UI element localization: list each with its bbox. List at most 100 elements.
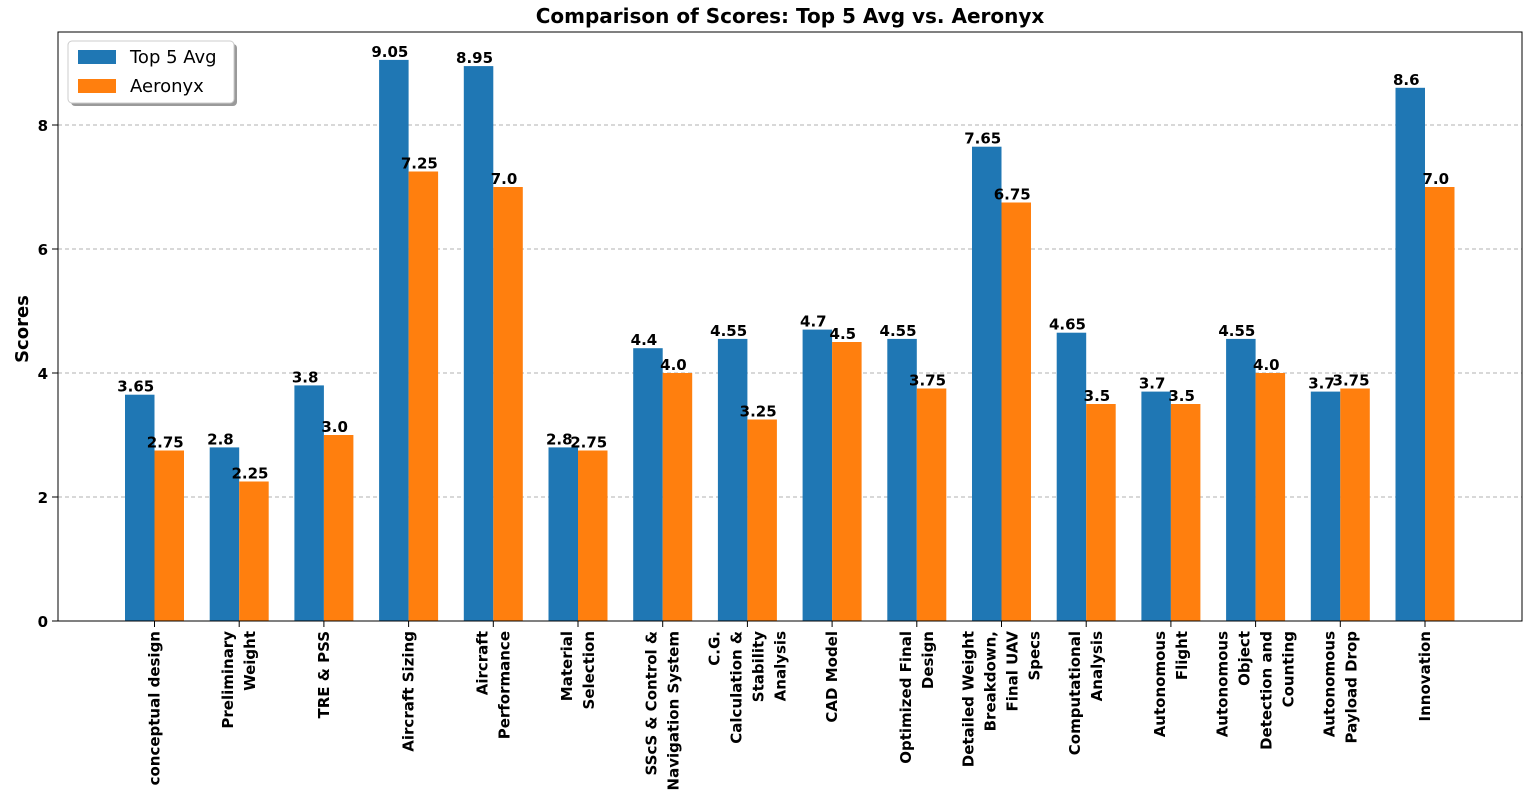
data-label: 2.8 xyxy=(207,430,234,448)
x-tick-label: TRE & PSS xyxy=(315,631,333,718)
data-label: 8.95 xyxy=(456,49,493,67)
x-tick-label: Optimized Final Design xyxy=(897,631,937,764)
data-label: 2.75 xyxy=(147,434,184,452)
bar xyxy=(1395,87,1425,622)
data-label: 6.75 xyxy=(994,186,1031,204)
y-tick-label: 2 xyxy=(38,489,48,507)
x-tick-label-line: Aircraft xyxy=(473,631,491,695)
data-label: 4.0 xyxy=(660,356,687,374)
bar xyxy=(548,447,578,621)
x-tick-label-line: Aircraft Sizing xyxy=(400,631,418,752)
x-tick-label-line: Stability xyxy=(749,631,767,702)
x-tick-label: Aircraft Performance xyxy=(473,631,513,739)
data-label: 2.25 xyxy=(231,465,268,483)
bar xyxy=(662,373,693,621)
y-tick-label: 8 xyxy=(38,117,48,135)
bar xyxy=(1056,332,1087,621)
x-tick-label-line: Counting xyxy=(1280,631,1298,707)
data-label: 3.7 xyxy=(1308,375,1335,393)
x-axis: conceptual design Preliminary Weight TRE & … xyxy=(146,621,1434,790)
data-label: 4.55 xyxy=(880,322,917,340)
bar xyxy=(1226,338,1256,621)
data-label: 3.75 xyxy=(909,372,946,390)
data-label: 3.5 xyxy=(1084,387,1111,405)
legend-label: Aeronyx xyxy=(130,76,204,97)
data-label: 4.7 xyxy=(800,313,827,331)
x-tick-label-line: Material xyxy=(558,631,576,701)
data-label: 3.75 xyxy=(1333,372,1370,390)
bar xyxy=(1086,404,1116,621)
data-label: 9.05 xyxy=(371,43,408,61)
bar xyxy=(1425,187,1455,621)
x-tick-label-line: Flight xyxy=(1173,631,1191,680)
legend-swatch xyxy=(78,50,116,64)
x-tick-label: C.G. Calculation & Stability Analysis xyxy=(705,631,789,744)
legend: Top 5 Avg Aeronyx xyxy=(67,40,237,106)
y-axis-label: Scores xyxy=(12,295,33,363)
bar xyxy=(1141,391,1171,621)
data-label: 4.5 xyxy=(830,325,857,343)
x-tick-label: Autonomous Flight xyxy=(1151,631,1191,737)
data-label: 4.0 xyxy=(1253,356,1280,374)
x-tick-label-line: Preliminary xyxy=(219,631,237,729)
bar xyxy=(1170,404,1201,621)
x-tick-label-line: Breakdown, xyxy=(982,631,1000,731)
plot-area-frame xyxy=(57,31,1523,622)
x-tick-label-line: Calculation & xyxy=(727,631,745,744)
bar xyxy=(463,66,494,622)
bar xyxy=(209,447,240,621)
bar xyxy=(1255,373,1286,621)
data-label: 7.65 xyxy=(964,130,1001,148)
y-tick-label: 0 xyxy=(38,613,48,631)
data-label: 3.25 xyxy=(740,403,777,421)
x-tick-label-line: Detection and xyxy=(1258,631,1276,750)
data-label: 8.6 xyxy=(1393,71,1420,89)
x-tick-label-line: Specs xyxy=(1026,631,1044,681)
data-label: 3.0 xyxy=(321,418,348,436)
x-tick-label: Detailed Weight Breakdown, Final UAV Specs xyxy=(960,631,1044,768)
data-label: 3.7 xyxy=(1139,375,1166,393)
x-tick-label-line: Optimized Final xyxy=(897,631,915,764)
x-tick-label: conceptual design xyxy=(146,631,164,785)
bar xyxy=(1340,388,1370,621)
data-label: 3.8 xyxy=(292,368,319,386)
data-label: 7.25 xyxy=(401,155,438,173)
x-tick-label-line: Performance xyxy=(495,631,513,739)
bar xyxy=(239,481,269,621)
x-tick-label-line: C.G. xyxy=(705,631,723,666)
data-label: 7.0 xyxy=(1422,170,1449,188)
x-tick-label: Computational Analysis xyxy=(1066,631,1106,755)
y-axis: 0 2 4 6 8 xyxy=(38,117,58,631)
grid-lines xyxy=(58,124,1522,498)
bar xyxy=(972,146,1002,621)
x-tick-label-line: Analysis xyxy=(1088,631,1106,701)
x-tick-label-line: CAD Model xyxy=(823,631,841,723)
x-tick-label-line: Payload Drop xyxy=(1342,631,1360,744)
bar xyxy=(887,338,917,621)
x-tick-label-line: Innovation xyxy=(1416,631,1434,721)
data-labels: 3.65 2.8 3.8 9.05 8.95 2.8 4.4 4.55 4.7 4.55 7.65 4… xyxy=(117,43,1449,483)
x-tick-label-line: conceptual design xyxy=(146,631,164,785)
y-tick-label: 6 xyxy=(38,241,48,259)
bar xyxy=(747,419,777,621)
data-label: 4.65 xyxy=(1049,316,1086,334)
x-tick-label-line: Object xyxy=(1236,631,1254,686)
bar xyxy=(1310,391,1341,621)
data-label: 4.55 xyxy=(710,322,747,340)
bar xyxy=(717,338,748,621)
x-tick-label-line: Design xyxy=(919,631,937,689)
x-tick-label-line: Navigation System xyxy=(665,631,683,790)
x-tick-label: Preliminary Weight xyxy=(219,631,259,729)
x-tick-label-line: Analysis xyxy=(771,631,789,701)
x-tick-label-line: TRE & PSS xyxy=(315,631,333,718)
bar xyxy=(323,435,354,621)
legend-label: Top 5 Avg xyxy=(129,47,217,68)
bar xyxy=(493,187,523,621)
bar xyxy=(802,329,833,621)
data-label: 7.0 xyxy=(491,170,518,188)
data-label: 4.4 xyxy=(631,331,658,349)
data-label: 3.65 xyxy=(117,378,154,396)
bar xyxy=(294,385,324,621)
bar xyxy=(1001,202,1031,621)
